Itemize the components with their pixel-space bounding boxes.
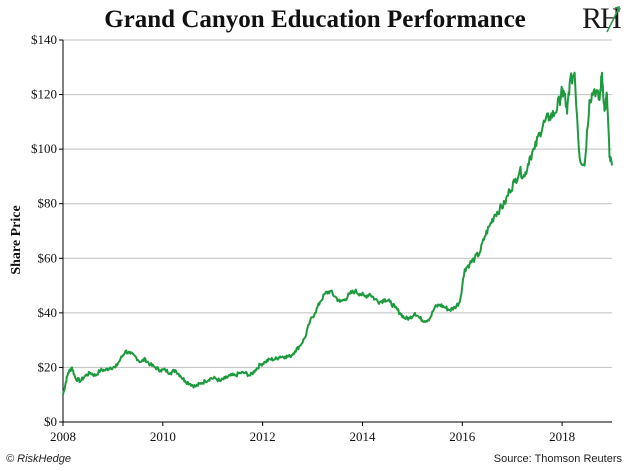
x-tick-label: 2010 xyxy=(150,429,176,444)
share-price-line xyxy=(62,71,613,395)
x-tick-labels: 2008 2010 2012 2014 2016 2018 xyxy=(50,422,575,444)
x-tick-label: 2014 xyxy=(349,429,376,444)
y-tick-label: $20 xyxy=(38,359,58,374)
axes xyxy=(62,40,612,423)
y-tick-label: $80 xyxy=(38,196,58,211)
riskhedge-logo: RH xyxy=(582,2,622,40)
x-tick-label: 2016 xyxy=(449,429,476,444)
y-tick-label: $120 xyxy=(31,87,57,102)
y-tick-label: $100 xyxy=(31,141,57,156)
y-tick-label: $0 xyxy=(44,414,57,429)
chart-title: Grand Canyon Education Performance xyxy=(104,6,526,33)
x-tick-label: 2008 xyxy=(50,429,76,444)
footer-source: Source: Thomson Reuters xyxy=(493,453,622,465)
y-axis-label: Share Price xyxy=(9,205,24,274)
footer-credit: © RiskHedge xyxy=(6,453,71,465)
y-tick-label: $60 xyxy=(38,250,58,265)
y-tick-label: $140 xyxy=(31,32,57,47)
logo-arrow-icon xyxy=(606,5,620,33)
x-tick-label: 2012 xyxy=(250,429,276,444)
y-tick-labels: $0 $20 $40 $60 $80 $100 $120 $140 xyxy=(31,32,63,429)
series xyxy=(62,71,613,395)
y-tick-label: $40 xyxy=(38,305,58,320)
grid-lines xyxy=(63,39,612,368)
x-tick-label: 2018 xyxy=(549,429,575,444)
